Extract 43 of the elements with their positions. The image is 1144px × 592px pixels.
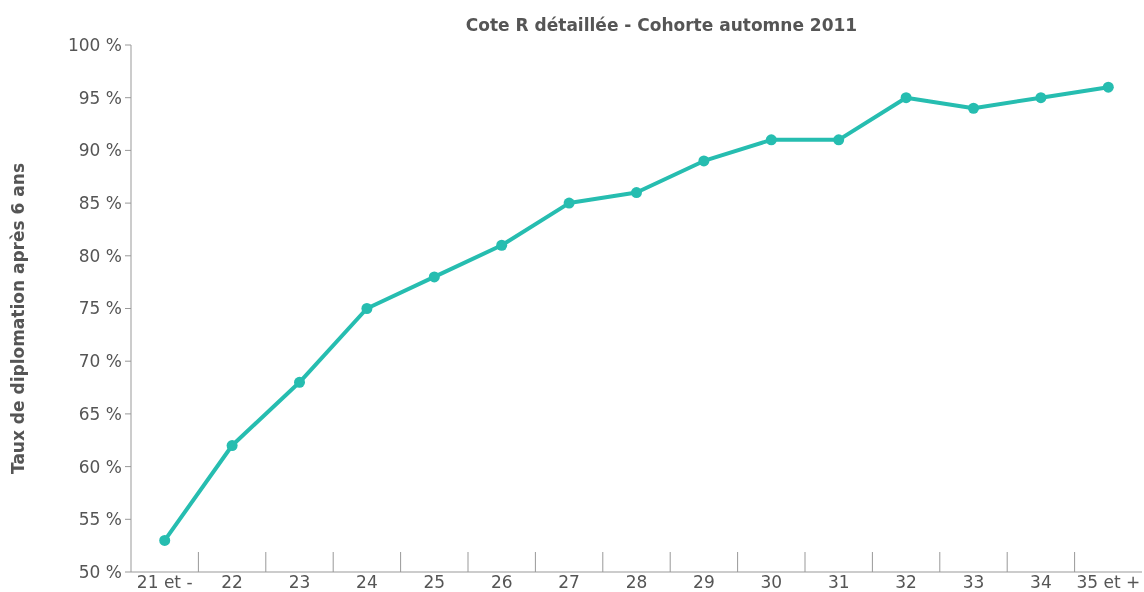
point (361, 303, 373, 314)
y-tick-label: 50 % (78, 561, 122, 582)
point (765, 134, 777, 146)
point (833, 134, 845, 146)
y-tick-label: 90 % (78, 140, 122, 161)
chart-title: Cote R détaillée - Cohorte automne 2011 (465, 15, 858, 35)
y-tick-label: 55 % (78, 509, 122, 530)
point (496, 239, 508, 251)
point (428, 271, 440, 283)
y-tick-label: 70 % (78, 351, 122, 372)
x-tick-label: 23 (288, 572, 311, 592)
y-tick-label: 80 % (78, 245, 122, 266)
x-tick-label: 21 et - (136, 572, 193, 592)
point (226, 440, 238, 452)
point (1102, 81, 1114, 93)
y-tick-label: 75 % (78, 298, 122, 319)
x-tick-label: 24 (356, 572, 378, 592)
x-tick-label: 22 (221, 572, 243, 592)
x-tick-label: 31 (827, 572, 850, 592)
x-tick-label: 32 (895, 572, 917, 592)
x-tick-label: 29 (693, 572, 715, 592)
y-axis-title: Taux de diplomation après 6 ans (8, 162, 28, 475)
point (631, 187, 642, 199)
x-tick-label: 28 (625, 572, 648, 592)
x-tick-label: 35 et + (1076, 572, 1141, 592)
point (968, 102, 979, 114)
point (159, 534, 171, 546)
x-tick-label: 27 (558, 572, 580, 592)
x-tick-label: 30 (760, 572, 783, 592)
x-tick-label: 33 (962, 572, 985, 592)
x-tick-label: 25 (423, 572, 446, 592)
x-tick-label: 26 (490, 572, 513, 592)
y-tick-label: 60 % (78, 456, 122, 477)
point (1035, 92, 1047, 104)
y-tick-label: 65 % (78, 403, 122, 424)
point (900, 92, 912, 104)
point (698, 155, 710, 167)
point (563, 197, 575, 209)
y-tick-label: 100 % (67, 34, 122, 55)
y-tick-label: 95 % (78, 87, 122, 108)
x-tick-label: 34 (1030, 572, 1052, 592)
point (294, 376, 305, 388)
y-tick-label: 85 % (78, 193, 122, 214)
